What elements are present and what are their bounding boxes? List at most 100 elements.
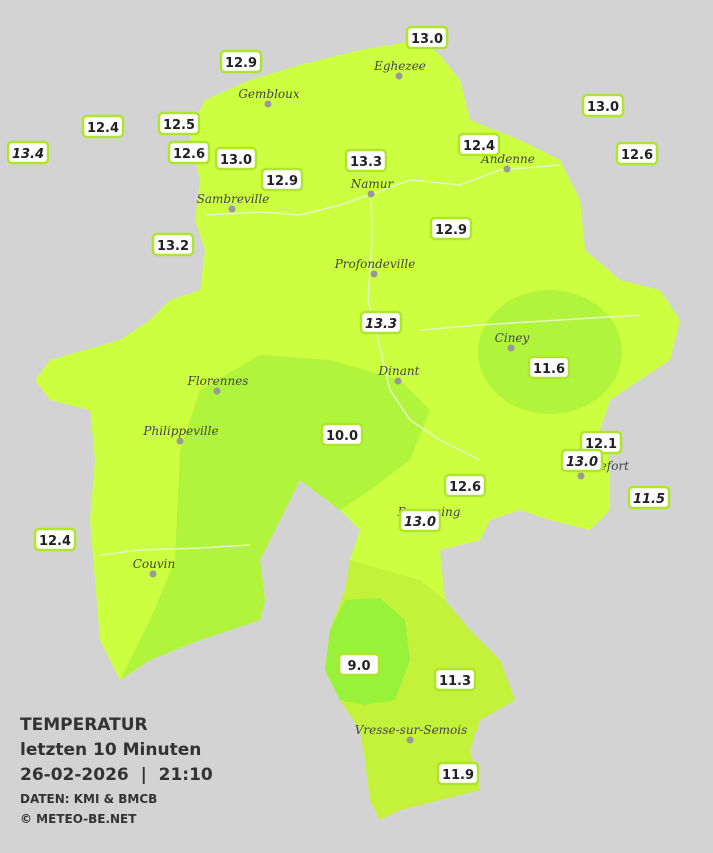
temperature-reading: 11.5	[627, 485, 671, 510]
temperature-reading: 12.6	[615, 141, 659, 166]
temperature-reading: 13.4	[6, 140, 50, 165]
copyright: © METEO-BE.NET	[20, 812, 137, 826]
city-dot	[213, 387, 221, 395]
temperature-reading: 11.6	[527, 355, 571, 380]
reading-value: 11.6	[533, 362, 565, 377]
reading-value: 13.0	[411, 32, 443, 47]
reading-value: 13.0	[566, 455, 598, 470]
city-dot	[176, 437, 184, 445]
temperature-reading: 12.9	[260, 167, 304, 192]
city-label: Profondeville	[334, 257, 416, 271]
city-dot	[367, 190, 375, 198]
temperature-reading: 13.0	[405, 25, 449, 50]
city-label: Sambreville	[197, 192, 270, 206]
reading-value: 12.4	[87, 121, 119, 136]
reading-box	[443, 473, 487, 498]
city-label: Eghezee	[373, 59, 426, 73]
temperature-reading: 10.0	[320, 422, 364, 447]
city-dot	[503, 165, 511, 173]
reading-box	[398, 508, 442, 533]
city-label: Dinant	[378, 364, 420, 378]
reading-box	[615, 141, 659, 166]
city-dot	[507, 344, 515, 352]
reading-box	[627, 485, 671, 510]
title: TEMPERATUR	[20, 715, 148, 735]
temperature-reading: 12.6	[167, 140, 211, 165]
reading-value: 13.2	[157, 239, 189, 254]
cool-zone-ciney	[478, 290, 622, 414]
reading-box	[433, 667, 477, 692]
reading-value: 12.9	[266, 174, 298, 189]
reading-box	[436, 761, 480, 786]
city-dot	[228, 205, 236, 213]
city-dot	[577, 472, 585, 480]
datetime: 26-02-2026 | 21:10	[20, 765, 213, 785]
reading-box	[457, 132, 501, 157]
reading-box	[527, 355, 571, 380]
reading-box	[581, 93, 625, 118]
reading-box	[219, 49, 263, 74]
temperature-reading: 11.9	[436, 761, 480, 786]
reading-value: 13.3	[350, 155, 382, 170]
city-label: Ciney	[495, 331, 530, 345]
reading-box	[320, 422, 364, 447]
city-dot	[406, 736, 414, 744]
temperature-reading: 12.4	[457, 132, 501, 157]
reading-box	[260, 167, 304, 192]
reading-value: 12.9	[225, 56, 257, 71]
temperature-reading: 13.3	[344, 148, 388, 173]
temperature-reading: 13.0	[398, 508, 442, 533]
reading-box	[167, 140, 211, 165]
city-label: Vresse-sur-Semois	[355, 723, 468, 737]
reading-value: 13.0	[220, 153, 252, 168]
city-dot	[264, 100, 272, 108]
reading-value: 9.0	[347, 659, 370, 674]
city-dot	[395, 72, 403, 80]
reading-box	[81, 114, 125, 139]
reading-value: 13.3	[365, 317, 397, 332]
reading-box	[344, 148, 388, 173]
city-label: Couvin	[133, 557, 175, 571]
reading-box	[6, 140, 50, 165]
reading-value: 12.1	[585, 437, 617, 452]
temperature-reading: 13.0	[581, 93, 625, 118]
reading-value: 11.9	[442, 768, 474, 783]
city-dot	[370, 270, 378, 278]
temperature-reading: 12.5	[157, 111, 201, 136]
reading-value: 11.3	[439, 674, 471, 689]
city-label: Namur	[350, 177, 395, 191]
temperature-reading: 13.0	[214, 146, 258, 171]
temperature-reading: 12.6	[443, 473, 487, 498]
reading-box	[405, 25, 449, 50]
reading-box	[560, 448, 604, 473]
city-label: Gembloux	[238, 87, 300, 101]
reading-value: 10.0	[326, 429, 358, 444]
reading-value: 12.6	[173, 147, 205, 162]
temperature-reading: 11.3	[433, 667, 477, 692]
reading-box	[33, 527, 77, 552]
temperature-reading: 12.9	[429, 216, 473, 241]
reading-value: 12.4	[39, 534, 71, 549]
reading-value: 13.4	[12, 147, 44, 162]
reading-box	[337, 652, 381, 677]
reading-value: 12.9	[435, 223, 467, 238]
temperature-reading: 12.9	[219, 49, 263, 74]
temperature-reading: 12.4	[33, 527, 77, 552]
reading-value: 11.5	[633, 492, 665, 507]
reading-box	[151, 232, 195, 257]
temperature-reading: 13.0	[560, 448, 604, 473]
temperature-reading: 9.0	[337, 652, 381, 677]
temperature-reading: 13.3	[359, 310, 403, 335]
reading-value: 12.6	[449, 480, 481, 495]
title-block: TEMPERATUR letzten 10 Minuten 26-02-2026…	[20, 715, 213, 826]
source: DATEN: KMI & BMCB	[20, 792, 157, 806]
reading-value: 12.6	[621, 148, 653, 163]
reading-box	[214, 146, 258, 171]
cold-zone-south	[325, 598, 410, 705]
reading-box	[359, 310, 403, 335]
city-dot	[394, 377, 402, 385]
city-label: Florennes	[187, 374, 249, 388]
temperature-reading: 12.4	[81, 114, 125, 139]
city-dot	[149, 570, 157, 578]
